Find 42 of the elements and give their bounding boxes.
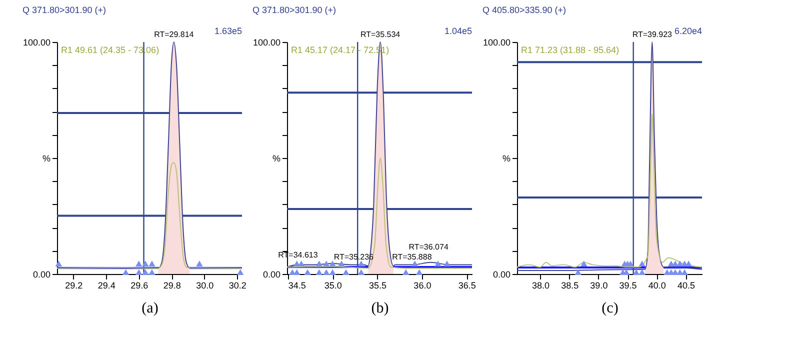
x-tick-label: 40.5 — [677, 280, 695, 290]
y-tick-label: 100.00 — [252, 38, 280, 48]
y-tick-label: 100.00 — [22, 38, 50, 48]
y-tick-label: % — [42, 154, 50, 164]
x-tick-label: 36.5 — [458, 280, 476, 290]
x-tick-label: 29.6 — [130, 280, 148, 290]
x-axis-title: (b) — [371, 300, 389, 316]
x-axis-title: (a) — [142, 300, 158, 316]
x-tick-label: 29.2 — [65, 280, 83, 290]
x-tick-label: 38.5 — [561, 280, 579, 290]
y-tick-label: 0.00 — [32, 270, 50, 280]
text: 1.04e5 — [444, 26, 472, 36]
x-tick-label: 30.0 — [196, 280, 214, 290]
line-series — [516, 113, 702, 268]
y-tick-label: % — [272, 154, 280, 164]
x-tick-label: 38.0 — [532, 280, 550, 290]
text: 1.63e5 — [214, 26, 242, 36]
x-tick-label: 29.4 — [98, 280, 116, 290]
text: 6.20e4 — [674, 26, 702, 36]
chart-title: Q 371.80>301.90 (+) — [252, 5, 336, 15]
x-tick-label: 36.0 — [414, 280, 432, 290]
y-tick-label: 0.00 — [262, 270, 280, 280]
y-tick-label: 0.00 — [492, 270, 510, 280]
x-tick-label: 35.0 — [324, 280, 342, 290]
y-tick-label: % — [502, 154, 510, 164]
x-tick-label: 30.2 — [228, 280, 246, 290]
x-axis-title: (c) — [602, 300, 618, 316]
annotation: RT=35.534 — [360, 30, 401, 39]
annotation: RT=39.923 — [632, 30, 673, 39]
annotation: R1 71.23 (31.88 - 95.64) — [521, 45, 620, 55]
x-tick-label: 29.8 — [163, 280, 181, 290]
annotation: RT=35.888 — [392, 252, 432, 262]
chart-title: Q 405.80>335.90 (+) — [482, 5, 566, 15]
y-tick-label: 100.00 — [482, 38, 510, 48]
annotation: RT=29.814 — [154, 30, 194, 39]
chart-title: Q 371.80>301.90 (+) — [22, 5, 106, 15]
x-tick-label: 39.5 — [619, 280, 637, 290]
x-tick-label: 34.5 — [288, 280, 306, 290]
annotation: RT=36.074 — [408, 242, 449, 252]
x-tick-label: 40.0 — [648, 280, 666, 290]
x-tick-label: 39.0 — [590, 280, 608, 290]
x-tick-label: 35.5 — [369, 280, 387, 290]
